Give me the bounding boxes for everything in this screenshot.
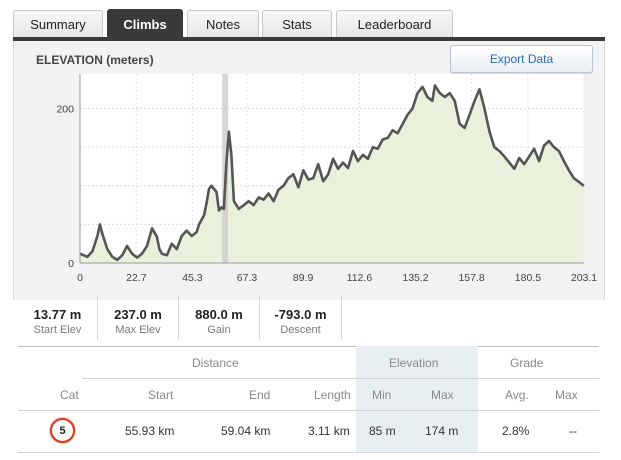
tab-bar: Summary Climbs Notes Stats Leaderboard [13,0,608,40]
cell-start: 55.93 km [125,424,175,438]
stat-label: Gain [207,324,231,336]
col-cat: Cat [60,388,79,402]
tab-stats[interactable]: Stats [262,10,332,38]
tab-summary[interactable]: Summary [13,10,103,38]
cell-max: 174 m [425,424,459,438]
divider [18,452,599,453]
y-tick-label: 0 [68,258,74,270]
stat-label: Descent [280,324,321,336]
col-min: Min [372,388,392,402]
climb-table: Distance Elevation Grade Cat Start End L… [18,346,599,456]
header-elevation: Elevation [389,356,439,370]
elevation-chart: 0 22.7 45.3 67.3 89.9 112.6 135.2 157.8 180.5 203… [56,74,597,284]
col-max: Max [431,388,454,402]
x-tick-label: 112.6 [347,272,373,284]
stat-value: 13.77 m [33,307,82,322]
tab-leaderboard[interactable]: Leaderboard [336,10,453,38]
category-badge: 5 [50,418,75,443]
divider [18,410,599,411]
elevation-area [80,85,584,264]
cell-min: 85 m [369,424,396,438]
header-distance: Distance [192,356,239,370]
tab-bar-underline [13,37,605,41]
col-length: Length [314,388,351,402]
cell-end: 59.04 km [221,424,271,438]
col-start: Start [148,388,174,402]
cell-grade-max: -- [569,424,577,438]
x-tick-label: 45.3 [182,272,203,284]
divider [18,346,599,347]
x-tick-label: 89.9 [293,272,314,284]
x-tick-label: 203.1 [571,272,597,284]
tab-notes[interactable]: Notes [187,10,259,38]
col-end: End [249,388,271,402]
stat-label: Max Elev [115,324,161,336]
stat-value: 237.0 m [114,307,162,322]
elevation-line [79,84,585,262]
elevation-column-highlight [356,346,478,452]
col-grade-max: Max [555,388,578,402]
stat-max-elev: 237.0 m Max Elev [98,296,179,340]
col-avg: Avg. [505,388,529,402]
x-tick-label: 67.3 [237,272,258,284]
x-tick-label: 180.5 [515,272,541,284]
divider [82,378,599,379]
x-tick-label: 157.8 [458,272,484,284]
stat-start-elev: 13.77 m Start Elev [18,296,98,340]
stat-descent: -793.0 m Descent [260,296,342,340]
stat-value: 880.0 m [195,307,243,322]
x-tick-label: 0 [77,272,83,284]
export-data-button[interactable]: Export Data [450,45,593,73]
elevation-title: ELEVATION (meters) [36,53,154,67]
x-tick-label: 135.2 [402,272,428,284]
stat-value: -793.0 m [274,307,327,322]
x-tick-label: 22.7 [126,272,147,284]
cell-length: 3.11 km [308,424,350,438]
tab-climbs[interactable]: Climbs [107,9,183,39]
header-grade: Grade [510,356,544,370]
cell-avg: 2.8% [502,424,530,438]
stat-label: Start Elev [33,324,82,336]
stat-gain: 880.0 m Gain [179,296,260,340]
y-tick-label: 200 [56,104,74,116]
